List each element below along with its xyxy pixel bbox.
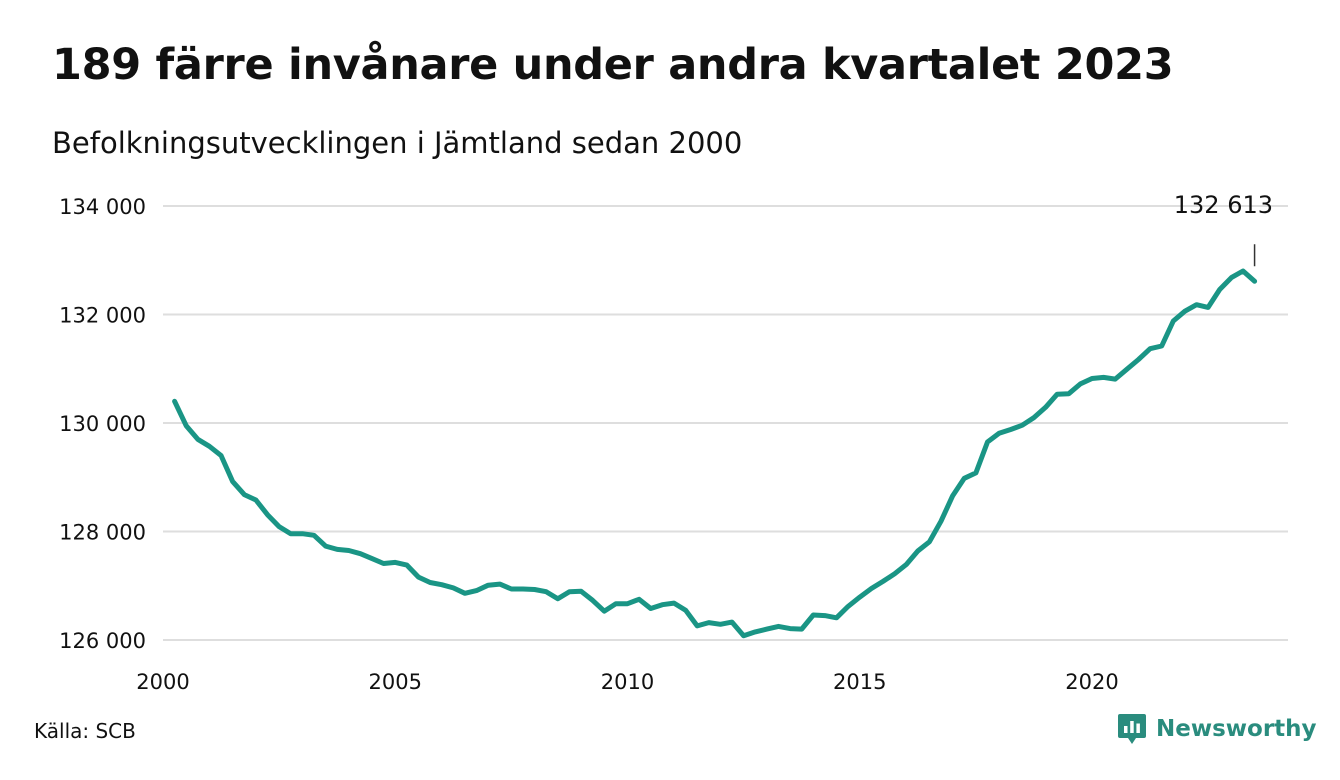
y-tick-label: 128 000 bbox=[59, 521, 146, 545]
gridlines bbox=[163, 205, 1288, 641]
x-tick-label: 2020 bbox=[1065, 670, 1118, 694]
x-tick-label: 2005 bbox=[369, 670, 422, 694]
y-tick-label: 134 000 bbox=[59, 195, 146, 219]
source-note: Källa: SCB bbox=[34, 719, 136, 743]
line-chart: 126 000 128 000 130 000 132 000 134 000 2000… bbox=[59, 191, 1288, 694]
x-axis-labels: 2000 2005 2010 2015 2020 bbox=[136, 670, 1118, 694]
brand-logo: Newsworthy bbox=[1117, 712, 1317, 746]
x-tick-label: 2000 bbox=[136, 670, 189, 694]
x-tick-label: 2010 bbox=[601, 670, 654, 694]
series-line-layer bbox=[172, 268, 1258, 639]
series-line bbox=[172, 268, 1258, 639]
annotation-layer: 132 613 bbox=[1174, 191, 1273, 267]
brand-name: Newsworthy bbox=[1156, 716, 1317, 742]
y-tick-label: 126 000 bbox=[59, 629, 146, 653]
last-value-label: 132 613 bbox=[1174, 191, 1273, 219]
chart-subtitle: Befolkningsutvecklingen i Jämtland sedan… bbox=[52, 126, 743, 160]
chart-title: 189 färre invånare under andra kvartalet… bbox=[52, 40, 1174, 90]
x-tick-label: 2015 bbox=[833, 670, 886, 694]
y-tick-label: 132 000 bbox=[59, 304, 146, 328]
y-tick-label: 130 000 bbox=[59, 412, 146, 436]
y-axis-labels: 126 000 128 000 130 000 132 000 134 000 bbox=[59, 195, 146, 653]
newsworthy-logo-icon bbox=[1118, 714, 1146, 744]
